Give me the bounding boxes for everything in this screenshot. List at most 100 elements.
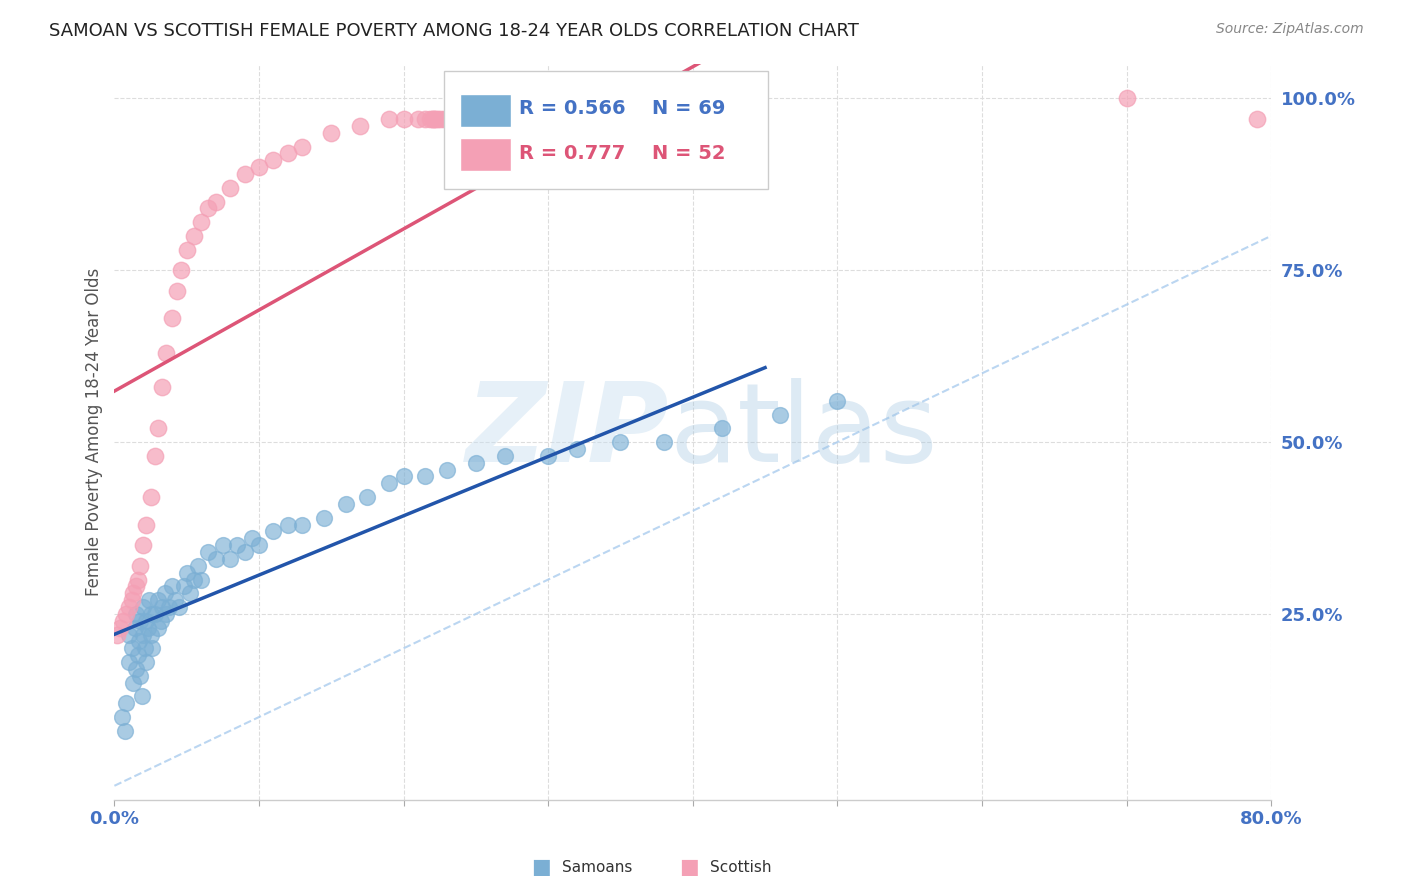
Point bbox=[183, 573, 205, 587]
Point bbox=[138, 593, 160, 607]
Point bbox=[118, 600, 141, 615]
Point bbox=[190, 573, 212, 587]
Point bbox=[131, 690, 153, 704]
Point bbox=[150, 380, 173, 394]
Point bbox=[392, 469, 415, 483]
Point bbox=[537, 449, 560, 463]
Text: atlas: atlas bbox=[669, 378, 938, 485]
Text: N = 52: N = 52 bbox=[652, 144, 725, 162]
Point bbox=[129, 558, 152, 573]
Point bbox=[125, 607, 148, 621]
Point bbox=[143, 449, 166, 463]
Point bbox=[450, 112, 472, 126]
Point bbox=[219, 181, 242, 195]
Point bbox=[378, 476, 401, 491]
Point bbox=[176, 243, 198, 257]
Point bbox=[183, 228, 205, 243]
Point bbox=[406, 112, 429, 126]
Point bbox=[1115, 91, 1137, 105]
Point bbox=[146, 593, 169, 607]
Point bbox=[129, 669, 152, 683]
Point bbox=[124, 621, 146, 635]
Point bbox=[139, 607, 162, 621]
Point bbox=[212, 538, 235, 552]
Point bbox=[108, 621, 131, 635]
Point bbox=[413, 112, 436, 126]
Point bbox=[166, 284, 188, 298]
Point bbox=[118, 627, 141, 641]
Point bbox=[422, 112, 444, 126]
Point bbox=[425, 112, 447, 126]
Point bbox=[125, 579, 148, 593]
Text: R = 0.566: R = 0.566 bbox=[519, 99, 626, 119]
Point bbox=[240, 532, 263, 546]
Point bbox=[121, 593, 143, 607]
Point bbox=[312, 510, 335, 524]
FancyBboxPatch shape bbox=[444, 71, 768, 189]
Point bbox=[105, 627, 128, 641]
Text: SAMOAN VS SCOTTISH FEMALE POVERTY AMONG 18-24 YEAR OLDS CORRELATION CHART: SAMOAN VS SCOTTISH FEMALE POVERTY AMONG … bbox=[49, 22, 859, 40]
Point bbox=[710, 421, 733, 435]
Point bbox=[139, 490, 162, 504]
Point bbox=[111, 710, 134, 724]
Point bbox=[162, 579, 184, 593]
Y-axis label: Female Poverty Among 18-24 Year Olds: Female Poverty Among 18-24 Year Olds bbox=[86, 268, 103, 596]
Point bbox=[321, 126, 343, 140]
Point bbox=[132, 538, 155, 552]
Point bbox=[277, 517, 299, 532]
Point bbox=[335, 497, 357, 511]
Point bbox=[652, 435, 675, 450]
Point bbox=[135, 517, 157, 532]
Point bbox=[125, 662, 148, 676]
Point bbox=[134, 641, 156, 656]
Point bbox=[262, 524, 284, 539]
Point bbox=[197, 202, 219, 216]
Point bbox=[139, 627, 162, 641]
Point bbox=[247, 160, 270, 174]
Point bbox=[436, 112, 458, 126]
Point bbox=[165, 593, 187, 607]
Point bbox=[443, 112, 465, 126]
Point bbox=[436, 462, 458, 476]
Point bbox=[115, 607, 138, 621]
Point bbox=[190, 215, 212, 229]
Point bbox=[219, 552, 242, 566]
Point bbox=[162, 311, 184, 326]
Point bbox=[291, 139, 314, 153]
Point bbox=[349, 119, 371, 133]
Point bbox=[129, 614, 152, 628]
Point bbox=[204, 552, 226, 566]
Point bbox=[153, 586, 176, 600]
Point bbox=[136, 621, 159, 635]
Text: ZIP: ZIP bbox=[467, 378, 669, 485]
Point bbox=[447, 112, 470, 126]
Point bbox=[122, 586, 145, 600]
Point bbox=[141, 641, 163, 656]
Point bbox=[176, 566, 198, 580]
Point bbox=[429, 112, 451, 126]
Point bbox=[179, 586, 201, 600]
Point bbox=[187, 558, 209, 573]
Point bbox=[170, 263, 193, 277]
Point bbox=[135, 655, 157, 669]
Text: N = 69: N = 69 bbox=[652, 99, 725, 119]
Text: Samoans: Samoans bbox=[562, 860, 633, 874]
Text: R = 0.777: R = 0.777 bbox=[519, 144, 626, 162]
Point bbox=[150, 600, 173, 615]
FancyBboxPatch shape bbox=[460, 95, 512, 127]
Text: ■: ■ bbox=[679, 857, 699, 877]
Text: Source: ZipAtlas.com: Source: ZipAtlas.com bbox=[1216, 22, 1364, 37]
Point bbox=[122, 675, 145, 690]
Point bbox=[155, 607, 177, 621]
Point bbox=[436, 112, 458, 126]
Point bbox=[118, 655, 141, 669]
Point bbox=[149, 614, 172, 628]
Point bbox=[233, 167, 256, 181]
Point bbox=[247, 538, 270, 552]
Point bbox=[291, 517, 314, 532]
Point bbox=[143, 607, 166, 621]
Point bbox=[157, 600, 180, 615]
Point bbox=[827, 393, 849, 408]
Point bbox=[464, 456, 486, 470]
Text: Scottish: Scottish bbox=[710, 860, 772, 874]
